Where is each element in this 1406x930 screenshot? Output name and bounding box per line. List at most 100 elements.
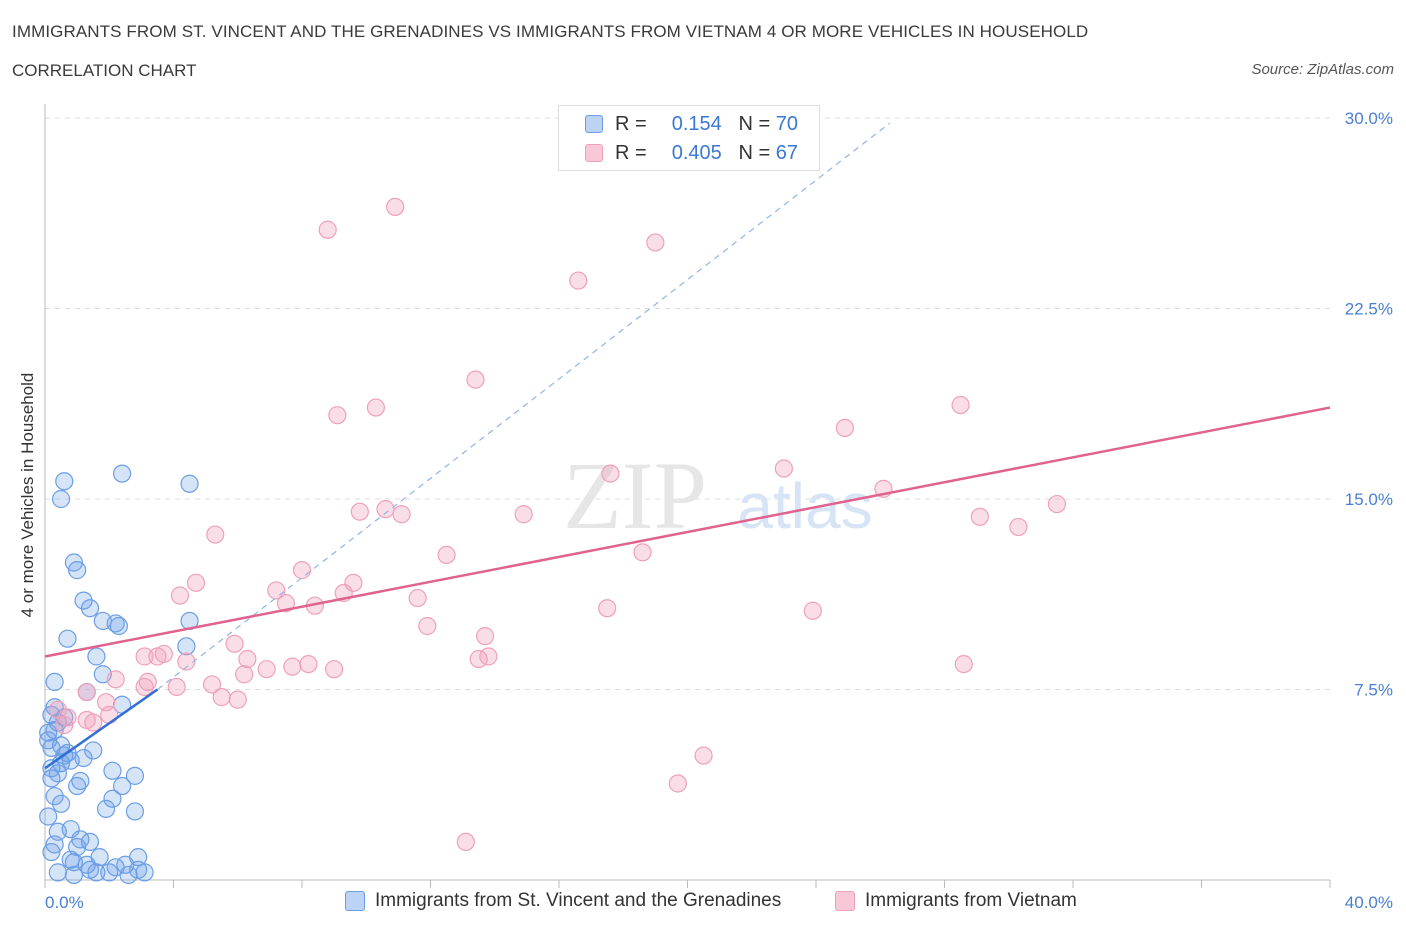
legend-n-value: 70 (775, 112, 798, 135)
data-point (225, 634, 244, 653)
data-point (87, 647, 106, 666)
trend-line-pink (44, 406, 1331, 658)
data-point (39, 723, 58, 742)
data-point (80, 599, 100, 618)
data-point (61, 850, 80, 869)
series-label-blue: Immigrants from St. Vincent and the Gren… (375, 890, 782, 911)
data-point (392, 505, 411, 524)
data-point (125, 802, 145, 821)
source-note: Source: ZipAtlas.com (1251, 61, 1394, 78)
data-point (45, 835, 64, 854)
y-tick-label: 7.5% (1354, 681, 1393, 700)
data-point (87, 863, 106, 882)
data-point (238, 649, 257, 669)
data-point (774, 459, 793, 478)
y-tick-label: 30.0% (1345, 109, 1393, 128)
data-point (376, 500, 395, 519)
data-point (51, 489, 71, 509)
series-label-pink: Immigrants from Vietnam (865, 890, 1077, 911)
data-point (206, 525, 225, 544)
data-point (125, 766, 145, 785)
data-point (283, 657, 302, 676)
data-point (68, 776, 87, 796)
data-point (276, 594, 296, 613)
watermark-zip: ZIP (563, 442, 707, 549)
data-point (202, 675, 222, 694)
data-point (100, 705, 119, 725)
trend-line-blue-extension (157, 122, 891, 690)
chart-title: IMMIGRANTS FROM ST. VINCENT AND THE GREN… (12, 22, 1089, 41)
data-point (437, 545, 456, 564)
data-point (103, 761, 122, 780)
data-point (954, 654, 973, 674)
data-point (45, 698, 64, 717)
data-point (970, 507, 989, 526)
data-point (148, 647, 167, 666)
data-point (514, 505, 533, 524)
gridlines (45, 117, 1330, 690)
series-legend-item-pink: Immigrants from Vietnam (835, 890, 1077, 912)
data-point (135, 677, 154, 697)
data-point (103, 789, 122, 808)
data-point (318, 220, 337, 239)
data-point (646, 233, 665, 252)
legend-r-value: 0.405 (671, 141, 722, 164)
legend-swatch-pink (585, 144, 603, 162)
data-point (90, 848, 109, 867)
data-point (601, 464, 620, 483)
data-point (48, 700, 67, 719)
legend-n-label: N = (738, 141, 771, 164)
data-point (569, 271, 588, 290)
data-point (64, 553, 84, 572)
data-point (55, 715, 74, 735)
data-point (84, 713, 103, 732)
data-point (58, 629, 77, 648)
data-point (106, 670, 125, 689)
data-point (135, 647, 154, 666)
watermark-atlas: atlas (737, 470, 872, 542)
tick-labels: 7.5% 15.0% 22.5% 30.0% 0.0% 40.0% (45, 109, 1393, 912)
watermark: ZIP atlas (563, 442, 873, 549)
data-point (350, 502, 369, 521)
data-point (325, 660, 344, 679)
data-point (835, 418, 855, 437)
data-point (39, 807, 58, 826)
data-point (366, 398, 385, 417)
data-point (1009, 517, 1028, 537)
data-point (112, 776, 132, 796)
series-pink-points (48, 197, 1067, 852)
data-point (951, 395, 970, 415)
data-point (456, 832, 475, 852)
data-point (328, 406, 347, 425)
data-point (418, 616, 437, 636)
data-point (408, 588, 427, 608)
data-point (803, 601, 822, 620)
data-point (476, 627, 495, 646)
data-point (42, 769, 61, 788)
data-point (51, 736, 71, 755)
data-point (1047, 494, 1067, 514)
data-point (598, 599, 617, 618)
data-point (96, 799, 116, 818)
data-point (633, 543, 652, 562)
data-point (112, 464, 132, 483)
data-point (177, 652, 196, 671)
data-point (292, 561, 312, 580)
y-tick-label: 15.0% (1345, 490, 1393, 509)
data-point (45, 672, 64, 691)
x-tick-label: 40.0% (1345, 893, 1393, 912)
y-axis-label: 4 or more Vehicles in Household (18, 373, 37, 618)
data-point (469, 649, 488, 669)
data-point (180, 474, 199, 493)
legend-n-label: N = (738, 112, 771, 135)
data-point (135, 863, 154, 882)
x-tick-label: 0.0% (45, 893, 84, 912)
data-point (212, 688, 231, 707)
legend-swatch-blue (585, 115, 603, 133)
chart-subtitle: CORRELATION CHART (12, 61, 197, 80)
series-swatch-pink (835, 891, 855, 911)
data-point (138, 672, 157, 691)
trend-line-blue (44, 688, 159, 770)
legend-row-blue: R = 0.154 N = 70 (585, 112, 798, 136)
